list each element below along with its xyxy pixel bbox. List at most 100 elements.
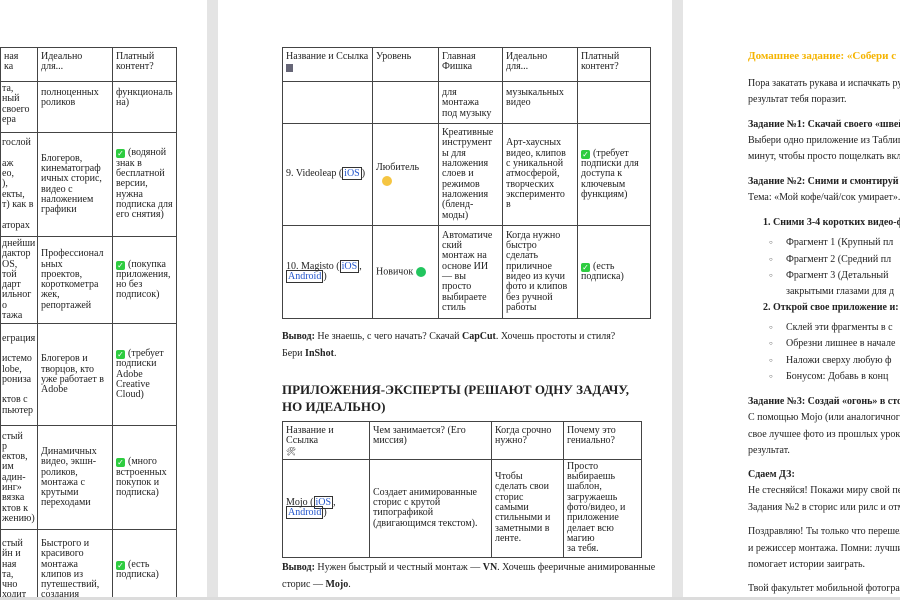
bullet-icon: ○: [769, 325, 773, 331]
bullet-item: ○ Склей эти фрагменты в с: [769, 322, 893, 334]
check-icon: ✓: [116, 149, 125, 159]
store-link-ios[interactable]: iOS: [313, 495, 334, 509]
table-cell: ✓ (есть подписка): [112, 529, 177, 597]
paragraph-line: закрытыми глазами для д: [786, 286, 894, 298]
why-cell: Просто выбираешь шаблон, загружаешь фото…: [563, 458, 642, 558]
header-cell: ная ка: [0, 47, 38, 82]
table-cell: для монтажа под музыку: [438, 81, 503, 124]
header-cell: Идеально для...: [37, 47, 113, 82]
table-cell: полноценных роликов: [37, 81, 113, 133]
app-name-cell: 9. Videoleap (iOS): [282, 123, 373, 226]
line-text: Поздравляю! Ты только что перешел н: [748, 526, 900, 537]
homework-heading: Домашнее задание: «Собери с: [748, 50, 897, 62]
table-cell: ✓ (требует подписки Adobe Creative Cloud): [112, 323, 177, 427]
app-name: Videoleap: [295, 168, 337, 180]
conclusion-1-line2: Бери InShot.: [282, 348, 337, 359]
cell-text: Блогеров и творцов, кто уже работает в A…: [41, 353, 104, 396]
table-row: Mojo (iOS, Android) Создает анимированные…: [282, 458, 642, 558]
cell-text: Просто выбираешь шаблон, загружаешь фото…: [567, 460, 626, 555]
cell-text: Чтобы сделать свои сторис самыми стильны…: [495, 471, 551, 544]
line-text: Пора закатать рукава и испачкать руки: [748, 78, 900, 89]
cell-text: (требует подписки Adobe Creative Cloud): [116, 348, 164, 401]
bullet-icon: ○: [769, 341, 773, 347]
cell-text: для монтажа под музыку: [442, 87, 492, 119]
line-text: Задание №1: Скачай своего «швейца: [748, 119, 900, 130]
ideal-cell: Арт-хаусных видео, клипов с уникальной а…: [502, 123, 578, 226]
table-cell: стый р ектов, им адин- инг» вязка ктов к…: [0, 425, 38, 531]
store-link-ios[interactable]: iOS: [339, 259, 360, 273]
table-header: Название и Ссылка 🛠 Чем занимается? (Его м…: [282, 421, 642, 460]
cell-text: ная ка: [4, 51, 19, 73]
paragraph-line: 2. Открой свое приложение и:: [763, 302, 899, 314]
paragraph-line: Сдаем ДЗ:: [748, 469, 795, 481]
table-row: 10. Magisto (iOS, Android) Новичок Автомат…: [282, 225, 651, 319]
bullet-icon: ○: [769, 358, 773, 364]
cell-text: (есть подписка): [116, 558, 159, 580]
paragraph-line: Задание №1: Скачай своего «швейца: [748, 119, 900, 131]
conclusion-2-line2: сторис — Mojo.: [282, 579, 351, 590]
cell-text: Блогеров, кинематограф ичных сторис, вид…: [41, 152, 102, 216]
paragraph-line: свое лучшее фото из прошлых уроков,: [748, 429, 900, 441]
store-link-android[interactable]: Android: [286, 270, 324, 283]
paragraph-line: Задание №3: Создай «огонь» в стори: [748, 396, 900, 408]
header-cell: Уровень: [372, 47, 439, 82]
cell-text: еграция истемо lobe, рониза ктов с пьюте…: [2, 332, 36, 416]
paragraph-line: Твой факультет мобильной фотографи: [748, 583, 900, 595]
check-icon: ✓: [581, 262, 590, 272]
table-cell: [282, 81, 373, 124]
cell-text: гослой аж ео, ), екты, т) как в аторах: [2, 137, 34, 231]
cell-text: Главная Фишка: [442, 51, 476, 73]
cell-text: Идеально для...: [506, 51, 548, 73]
line-text: 2. Открой свое приложение и:: [763, 302, 899, 313]
cell-text: Автоматиче ский монтаж на основе ИИ — вы…: [442, 229, 493, 313]
cell-text: днейши дактор OS, той дарт ильного тажа: [2, 238, 36, 322]
feature-cell: Креативные инструмент ы для наложения сл…: [438, 123, 503, 226]
line-text: С помощью Mojo (или аналогичного) с: [748, 412, 900, 423]
table-cell: [372, 81, 439, 124]
table-row: днейши дактор OS, той дарт ильного тажа П…: [0, 235, 177, 325]
cell-text: Быстрого и красивого монтажа клипов из п…: [41, 537, 100, 597]
tools-icon: 🛠: [286, 446, 297, 456]
line-text: Наложи сверху любую ф: [786, 355, 892, 366]
cell-text: (требует подписки для доступа к ключевым…: [581, 147, 639, 200]
table-cell: Быстрого и красивого монтажа клипов из п…: [37, 529, 113, 597]
bullet-item: ○ Фрагмент 2 (Средний пл: [769, 254, 891, 266]
cell-text: Почему это гениально?: [567, 425, 616, 447]
table-row: еграция истемо lobe, рониза ктов с пьюте…: [0, 323, 177, 427]
apps-table: Название и Ссылка Уровень Главная Фишка Иде…: [282, 47, 651, 319]
bullet-icon: ○: [769, 273, 773, 279]
line-text: Задания №2 в сторис или рилс и отмет: [748, 502, 900, 513]
line-text: Выбери одно приложение из Таблицы: [748, 135, 900, 146]
table-cell: [577, 81, 651, 124]
cell-text: Профессионал ьных проектов, короткометра…: [41, 248, 104, 311]
table-row: стый р ектов, им адин- инг» вязка ктов к…: [0, 425, 177, 531]
document-page-1: ная ка Идеально для... Платный контент? та,…: [0, 0, 207, 597]
mission-cell: Создает анимированные сторис с крутой ти…: [369, 458, 492, 558]
cell-text: функциональ на): [116, 87, 173, 109]
cell-text: Название и Ссылка: [286, 425, 334, 447]
table-cell: Блогеров и творцов, кто уже работает в A…: [37, 323, 113, 427]
line-text: Обрезни лишнее в начале: [786, 338, 896, 349]
paragraph-line: результат.: [748, 445, 790, 457]
cell-text: стый йн и ная та, чно ходит: [2, 537, 27, 597]
store-link-ios[interactable]: iOS: [342, 167, 362, 181]
line-text: результат тебя поразит.: [748, 94, 847, 105]
cell-text: Идеально для...: [41, 51, 83, 73]
store-link-android[interactable]: Android: [286, 506, 324, 520]
table-cell: ✓ (водяной знак в бесплатной версии, нужн…: [112, 132, 177, 237]
header-cell: Название и Ссылка 🛠: [282, 421, 370, 460]
header-cell: Чем занимается? (Его миссия): [369, 421, 492, 460]
line-text: помогает истории заиграть.: [748, 559, 866, 570]
paid-cell: ✓ (требует подписки для доступа к ключевы…: [577, 123, 651, 226]
paragraph-line: С помощью Mojo (или аналогичного) с: [748, 412, 900, 424]
table-cell: Профессионал ьных проектов, короткометра…: [37, 235, 113, 325]
cell-text: Платный контент?: [116, 51, 155, 73]
table-cell: функциональ на): [112, 81, 177, 133]
header-cell: Главная Фишка: [438, 47, 503, 82]
table-cell: ✓ (много встроенных покупок и подписка): [112, 425, 177, 531]
bullet-item: ○ Фрагмент 3 (Детальный: [769, 270, 889, 282]
when-cell: Чтобы сделать свои сторис самыми стильны…: [491, 458, 564, 558]
check-icon: ✓: [116, 260, 125, 270]
cell-text: Когда срочно нужно?: [495, 425, 552, 447]
table-cell: стый йн и ная та, чно ходит: [0, 529, 38, 597]
